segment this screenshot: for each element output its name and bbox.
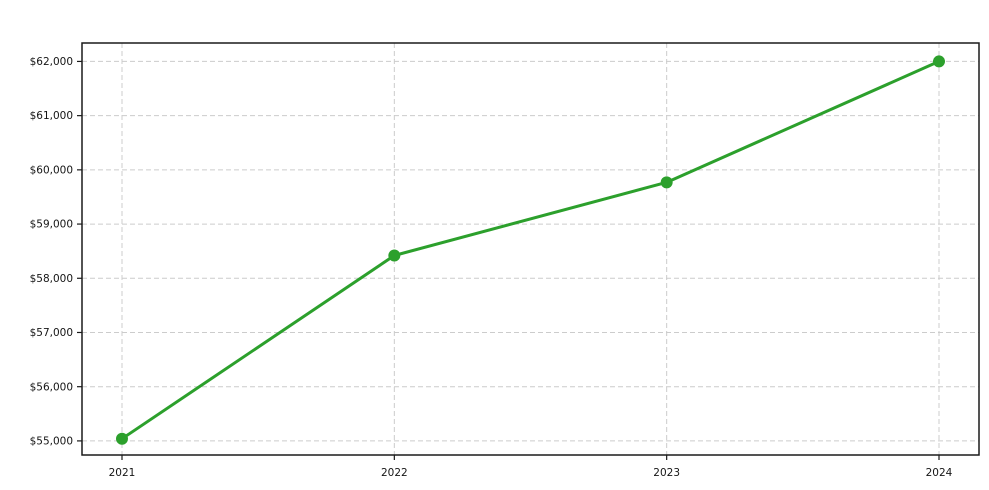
x-tick-label: 2024: [926, 467, 953, 479]
x-tick-label: 2023: [653, 467, 680, 479]
data-point-marker: [933, 55, 945, 68]
y-tick-label: $58,000: [30, 273, 73, 285]
data-point-marker: [116, 432, 128, 445]
y-tick-label: $62,000: [30, 56, 73, 68]
gridlines: [82, 43, 979, 455]
y-tick-label: $61,000: [30, 110, 73, 122]
axes: $55,000 $56,000 $57,000 $58,000 $59,000 $60,0…: [30, 56, 953, 479]
x-tick-label: 2021: [109, 467, 136, 479]
series-markers: [116, 55, 945, 445]
data-point-marker: [660, 176, 673, 189]
plot-border: [81, 42, 980, 456]
y-tick-label: $55,000: [30, 435, 73, 447]
data-point-marker: [388, 249, 401, 262]
y-tick-label: $56,000: [30, 381, 73, 393]
x-tick-label: 2022: [381, 467, 408, 479]
series-line: [120, 59, 941, 441]
y-tick-label: $57,000: [30, 327, 73, 339]
y-tick-label: $59,000: [30, 219, 73, 231]
y-tick-label: $60,000: [30, 164, 73, 176]
